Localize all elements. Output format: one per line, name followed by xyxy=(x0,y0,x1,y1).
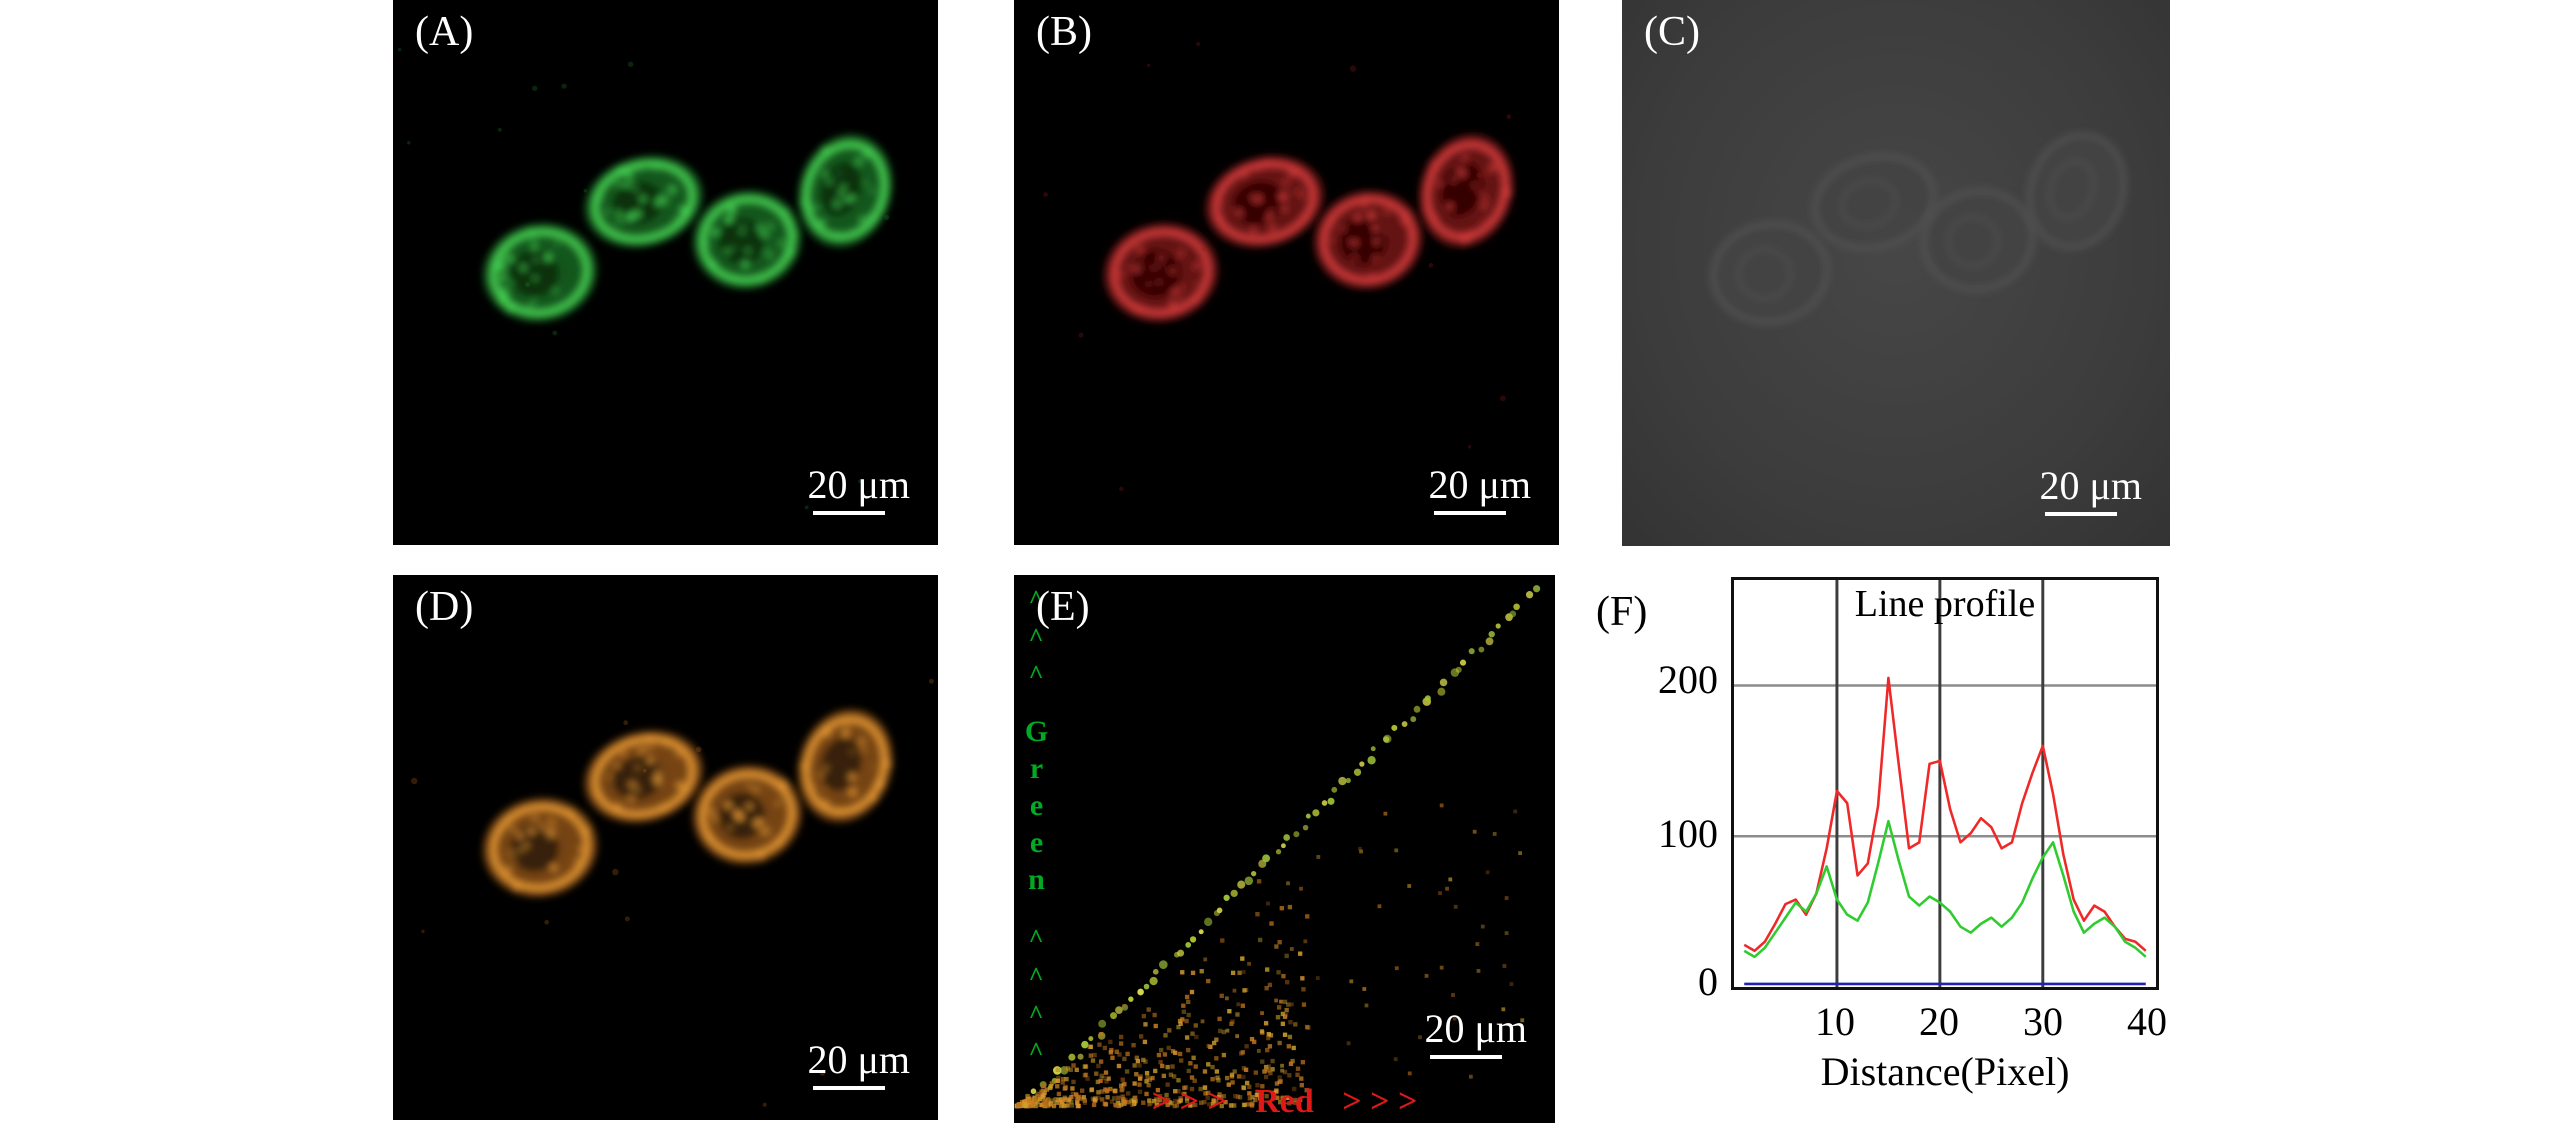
panel-b-scale-line xyxy=(1434,511,1507,515)
green-axis-arrow-icons-top: ^ ^ ^ xyxy=(1028,585,1044,690)
panel-c-brightfield: (C) 20 μm xyxy=(1622,0,2170,546)
panel-d-merged-fluorescence: (D) 20 μm xyxy=(393,575,938,1120)
panel-b-red-fluorescence: (B) 20 μm xyxy=(1014,0,1559,545)
panel-a-label: (A) xyxy=(415,9,474,55)
panel-d-scale-line xyxy=(813,1086,886,1090)
panel-a-scale-text: 20 μm xyxy=(807,462,910,507)
panel-d-scale-bar: 20 μm xyxy=(807,1036,910,1090)
x-tick-40: 40 xyxy=(2127,999,2167,1044)
panel-b-scale-bar: 20 μm xyxy=(1428,461,1531,515)
y-tick-100: 100 xyxy=(1658,811,1718,856)
panel-e-label: (E) xyxy=(1036,584,1090,630)
red-axis-label: Red xyxy=(1255,1083,1314,1120)
panel-e-colocalization-scatter: (E) ^ ^ ^ Green ^ ^ ^ ^ > > > Red > > > … xyxy=(1014,575,1555,1123)
green-fluorescence-cells-image xyxy=(397,47,893,510)
panel-a-scale-bar: 20 μm xyxy=(807,461,910,515)
panel-c-scale-text: 20 μm xyxy=(2039,463,2142,508)
y-tick-200: 200 xyxy=(1658,657,1718,702)
panel-a-green-fluorescence: (A) 20 μm xyxy=(393,0,938,545)
green-axis-arrow-icons-bottom: ^ ^ ^ ^ xyxy=(1028,924,1044,1067)
panel-e-scale-bar: 20 μm xyxy=(1424,1005,1527,1059)
x-tick-20: 20 xyxy=(1919,999,1959,1044)
green-axis-label: Green xyxy=(1020,714,1053,900)
panel-b-label: (B) xyxy=(1036,9,1092,55)
panel-f-label: (F) xyxy=(1596,589,1648,635)
line-profile-plot-area xyxy=(1734,580,2156,987)
red-axis-arrow-icons-left: > > > xyxy=(1151,1083,1227,1120)
chart-title: Line profile xyxy=(1854,583,2036,625)
panel-c-label: (C) xyxy=(1644,9,1700,55)
line-profile-chart: Line profile xyxy=(1731,577,2159,990)
red-fluorescence-cells-image xyxy=(1043,42,1514,492)
merged-fluorescence-cells-image xyxy=(411,678,934,1107)
panel-c-scale-bar: 20 μm xyxy=(2039,462,2142,516)
x-tick-10: 10 xyxy=(1815,999,1855,1044)
x-axis-label: Distance(Pixel) xyxy=(1820,1049,2070,1094)
panel-e-red-axis: > > > Red > > > xyxy=(1014,1083,1555,1121)
red-axis-arrow-icons-right: > > > xyxy=(1342,1083,1418,1120)
panel-d-scale-text: 20 μm xyxy=(807,1037,910,1082)
panel-e-scale-text: 20 μm xyxy=(1424,1006,1527,1051)
panel-e-scale-line xyxy=(1430,1055,1503,1059)
panel-e-green-axis: ^ ^ ^ Green ^ ^ ^ ^ xyxy=(1018,581,1054,1071)
panel-d-label: (D) xyxy=(415,584,474,630)
panel-b-scale-text: 20 μm xyxy=(1428,462,1531,507)
y-tick-0: 0 xyxy=(1698,959,1718,1004)
colocalization-scatter-image xyxy=(1014,585,1541,1109)
panel-a-scale-line xyxy=(813,511,886,515)
panel-c-scale-line xyxy=(2045,512,2118,516)
x-tick-30: 30 xyxy=(2023,999,2063,1044)
brightfield-cells-image xyxy=(1710,132,2127,325)
